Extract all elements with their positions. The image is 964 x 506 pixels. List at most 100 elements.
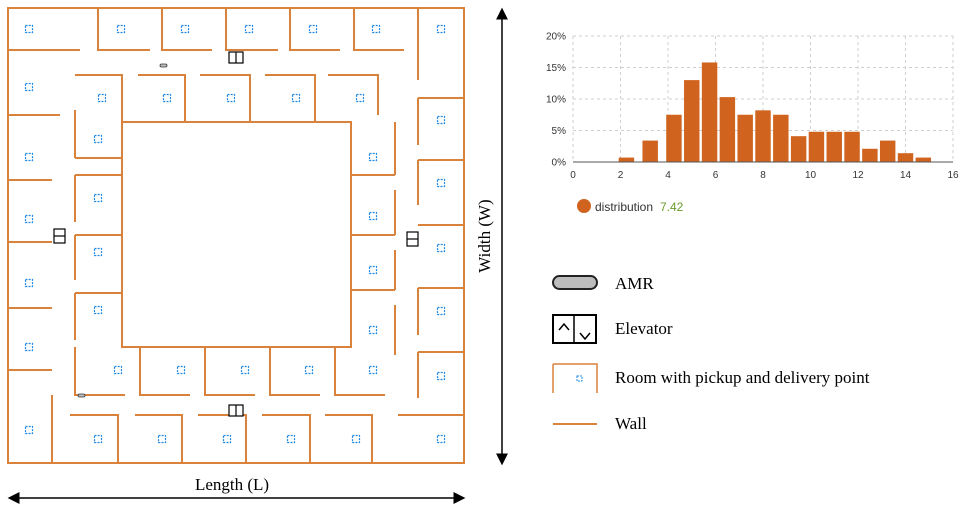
pickup-point [436, 306, 446, 316]
elevator-icon [53, 228, 66, 244]
pickup-point [368, 265, 378, 275]
histogram-bar [719, 97, 736, 162]
pickup-point [93, 134, 103, 144]
legend-item-wall: Wall [553, 414, 647, 433]
pickup-point [368, 152, 378, 162]
histogram-bar [808, 131, 825, 162]
histogram-bar [755, 110, 771, 162]
histogram-bar [684, 80, 700, 162]
elevator-icon [228, 404, 244, 417]
pickup-point [240, 365, 250, 375]
amr-icon [159, 63, 168, 68]
x-tick-label: 12 [852, 170, 864, 181]
amrs [77, 63, 168, 398]
chart-ticks: 0% 5% 10% 15% 20% 0 2 4 6 8 10 12 14 16 [546, 32, 959, 182]
histogram-bar [790, 136, 807, 162]
pickup-point [24, 214, 34, 224]
pickup-point [24, 278, 34, 288]
pickup-point [93, 247, 103, 257]
pickup-point [308, 24, 318, 34]
pickup-point [351, 434, 361, 444]
pickup-point [244, 24, 254, 34]
chart-legend: distribution 7.42 [577, 199, 684, 214]
pickup-point [113, 365, 123, 375]
histogram-bar [701, 62, 718, 162]
pickup-point [176, 365, 186, 375]
series-name: distribution [595, 200, 653, 214]
pickup-point [93, 305, 103, 315]
x-tick-label: 14 [900, 170, 912, 181]
pickup-point [436, 115, 446, 125]
histogram-bar [915, 157, 932, 162]
pickup-point [24, 425, 34, 435]
pickup-point [116, 24, 126, 34]
pickup-point [286, 434, 296, 444]
floor-plan [7, 7, 465, 464]
pickup-point [436, 243, 446, 253]
y-tick-label: 5% [552, 126, 567, 137]
amr-icon [552, 275, 598, 290]
x-tick-label: 0 [570, 170, 576, 181]
figure-legend: AMR Elevator Room with pickup and delive… [552, 274, 870, 433]
histogram-bar [862, 148, 878, 162]
dimension-arrows [7, 7, 508, 504]
x-tick-label: 2 [618, 170, 624, 181]
pickup-point [371, 24, 381, 34]
histogram-bar [897, 153, 914, 162]
pickup-point [291, 93, 301, 103]
legend-item-room: Room with pickup and delivery point [552, 363, 870, 393]
pickup-point [436, 371, 446, 381]
series-marker [577, 199, 591, 213]
x-tick-label: 6 [713, 170, 719, 181]
pickup-point [24, 24, 34, 34]
x-tick-label: 8 [760, 170, 766, 181]
histogram-bar [826, 131, 842, 162]
chart-bars [618, 62, 932, 162]
x-tick-label: 16 [947, 170, 959, 181]
histogram-bar [666, 114, 682, 162]
pickup-point [24, 342, 34, 352]
pickup-point [93, 193, 103, 203]
x-tick-label: 4 [665, 170, 671, 181]
y-tick-label: 0% [552, 158, 567, 169]
pickup-point [436, 434, 446, 444]
elevator-icon [552, 314, 597, 344]
pickup-point [24, 152, 34, 162]
pickup-point [368, 365, 378, 375]
histogram-bar [618, 157, 635, 162]
elevator-icon [406, 231, 419, 247]
pickup-point [24, 82, 34, 92]
elevators [53, 51, 419, 417]
pickup-point [97, 93, 107, 103]
histogram-bar [642, 140, 658, 162]
pickup-point [162, 93, 172, 103]
y-tick-label: 15% [546, 63, 566, 74]
legend-label: Wall [615, 414, 647, 433]
pickup-delivery-points [24, 24, 446, 444]
width-label: Width (W) [475, 199, 494, 272]
pickup-point [436, 178, 446, 188]
legend-label: AMR [615, 274, 654, 293]
histogram-bar [773, 114, 789, 162]
pickup-point [355, 93, 365, 103]
outer-wall [7, 7, 465, 464]
pickup-point [436, 24, 446, 34]
pickup-point [222, 434, 232, 444]
distribution-chart: 0% 5% 10% 15% 20% 0 2 4 6 8 10 12 14 16 distribution … [546, 32, 959, 215]
pickup-point [93, 434, 103, 444]
legend-label: Room with pickup and delivery point [615, 368, 870, 387]
inner-core-wall [121, 121, 352, 348]
y-tick-label: 20% [546, 32, 566, 43]
histogram-bar [737, 114, 753, 162]
length-label: Length (L) [195, 475, 269, 494]
legend-item-amr: AMR [552, 274, 654, 293]
legend-label: Elevator [615, 319, 673, 338]
pickup-point [180, 24, 190, 34]
pickup-point [304, 365, 314, 375]
x-tick-label: 10 [805, 170, 817, 181]
histogram-bar [844, 131, 860, 162]
room-walls [8, 8, 464, 463]
pickup-point [368, 325, 378, 335]
elevator-icon [228, 51, 244, 64]
